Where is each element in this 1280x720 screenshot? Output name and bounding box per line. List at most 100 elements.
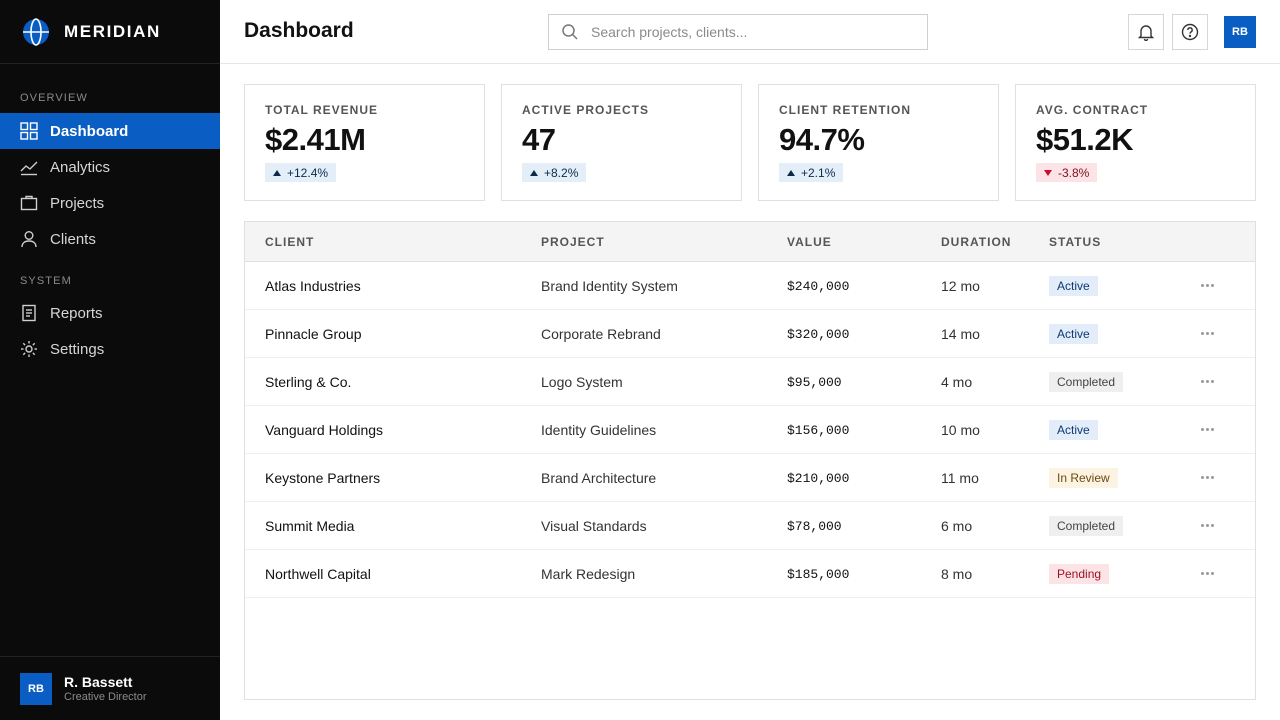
notifications-button[interactable] [1128,14,1164,50]
cell-value: $320,000 [787,327,850,342]
projects-table: CLIENT PROJECT VALUE DURATION STATUS Atl… [244,221,1256,700]
table-row[interactable]: Pinnacle Group Corporate Rebrand $320,000 1… [245,310,1255,358]
sidebar-item-label: Clients [50,230,96,248]
cell-value: $185,000 [787,567,850,582]
cell-client: Sterling & Co. [265,374,352,390]
cell-client: Pinnacle Group [265,326,362,342]
sidebar-item-analytics[interactable]: Analytics [0,149,220,185]
table-row[interactable]: Northwell Capital Mark Redesign $185,000 8 … [245,550,1255,598]
cell-client: Keystone Partners [265,470,381,486]
table-row[interactable]: Summit Media Visual Standards $78,000 6 mo C… [245,502,1255,550]
cell-duration: 4 mo [941,374,973,390]
more-options-icon[interactable] [1201,524,1216,527]
chart-line-icon [20,158,38,176]
stat-value: $51.2K [1036,122,1133,157]
stat-delta-badge: +12.4% [265,163,337,182]
column-header-project[interactable]: PROJECT [541,235,605,249]
sidebar-item-clients[interactable]: Clients [0,221,220,257]
cell-client: Summit Media [265,518,355,534]
cell-project: Mark Redesign [541,566,636,582]
sidebar-item-reports[interactable]: Reports [0,295,220,331]
table-header: CLIENT PROJECT VALUE DURATION STATUS [245,222,1255,262]
stat-delta: +12.4% [287,165,329,180]
cell-project: Brand Identity System [541,278,678,294]
more-options-icon[interactable] [1201,428,1216,431]
help-button[interactable] [1172,14,1208,50]
stat-delta: -3.8% [1058,165,1090,180]
status-badge: Completed [1049,516,1124,536]
arrow-up-icon [530,169,538,176]
more-options-icon[interactable] [1201,476,1216,479]
arrow-up-icon [273,169,281,176]
more-options-icon[interactable] [1201,284,1216,287]
sidebar-item-settings[interactable]: Settings [0,331,220,367]
stat-card-active-projects: ACTIVE PROJECTS 47 +8.2% [501,84,742,201]
status-badge: Active [1049,420,1098,440]
stat-card-avg-contract: AVG. CONTRACT $51.2K -3.8% [1015,84,1256,201]
user-profile[interactable]: RB R. Bassett Creative Director [0,656,220,720]
cell-duration: 10 mo [941,422,980,438]
more-options-icon[interactable] [1201,572,1216,575]
cell-duration: 6 mo [941,518,973,534]
table-row[interactable]: Sterling & Co. Logo System $95,000 4 mo Comp… [245,358,1255,406]
cell-duration: 12 mo [941,278,980,294]
column-header-client[interactable]: CLIENT [265,235,315,249]
bell-icon [1137,25,1155,41]
table-row[interactable]: Atlas Industries Brand Identity System $24… [245,262,1255,310]
cell-duration: 14 mo [941,326,980,342]
column-header-duration[interactable]: DURATION [941,235,1012,249]
stat-delta: +2.1% [801,165,836,180]
cell-value: $240,000 [787,279,850,294]
cell-project: Brand Architecture [541,470,657,486]
cell-value: $210,000 [787,471,850,486]
cell-project: Identity Guidelines [541,422,657,438]
top-header: Dashboard RB [220,0,1280,64]
search-box[interactable] [548,14,928,50]
table-row[interactable]: Vanguard Holdings Identity Guidelines $156… [245,406,1255,454]
stat-label: TOTAL REVENUE [265,103,379,117]
cell-value: $78,000 [787,519,842,534]
user-icon [20,230,38,248]
cell-project: Visual Standards [541,518,647,534]
stat-delta-badge: +8.2% [522,163,587,182]
table-row[interactable]: Keystone Partners Brand Architecture $210,… [245,454,1255,502]
column-header-value[interactable]: VALUE [787,235,832,249]
column-header-status[interactable]: STATUS [1049,235,1102,249]
cell-duration: 8 mo [941,566,973,582]
more-options-icon[interactable] [1201,332,1216,335]
briefcase-icon [20,194,38,212]
sidebar-item-label: Settings [50,340,105,358]
stat-value: $2.41M [265,122,366,157]
cell-duration: 11 mo [941,470,979,486]
arrow-down-icon [1044,169,1052,176]
stat-label: ACTIVE PROJECTS [522,103,650,117]
user-name: R. Bassett [64,674,133,690]
stat-label: AVG. CONTRACT [1036,103,1149,117]
stat-delta: +8.2% [544,165,579,180]
cell-project: Corporate Rebrand [541,326,661,342]
status-badge: Active [1049,276,1098,296]
document-icon [20,304,38,322]
brand[interactable]: MERIDIAN [0,0,220,64]
sidebar-item-projects[interactable]: Projects [0,185,220,221]
cell-project: Logo System [541,374,623,390]
grid-icon [20,122,38,140]
sidebar-item-label: Reports [50,304,103,322]
status-badge: Pending [1049,564,1110,584]
header-avatar[interactable]: RB [1224,16,1256,48]
user-role: Creative Director [64,691,147,703]
arrow-up-icon [787,169,795,176]
sidebar: MERIDIAN OVERVIEW Dashboard Analytics [0,0,220,720]
more-options-icon[interactable] [1201,380,1216,383]
nav-section-system: SYSTEM Reports Settings [0,275,220,367]
sidebar-item-label: Projects [50,194,105,212]
sidebar-item-dashboard[interactable]: Dashboard [0,113,220,149]
status-badge: Active [1049,324,1098,344]
cell-value: $156,000 [787,423,850,438]
cell-client: Vanguard Holdings [265,422,384,438]
stat-card-client-retention: CLIENT RETENTION 94.7% +2.1% [758,84,999,201]
stat-value: 94.7% [779,122,865,157]
gear-icon [20,340,38,358]
cell-client: Atlas Industries [265,278,361,294]
search-input[interactable] [591,24,911,40]
